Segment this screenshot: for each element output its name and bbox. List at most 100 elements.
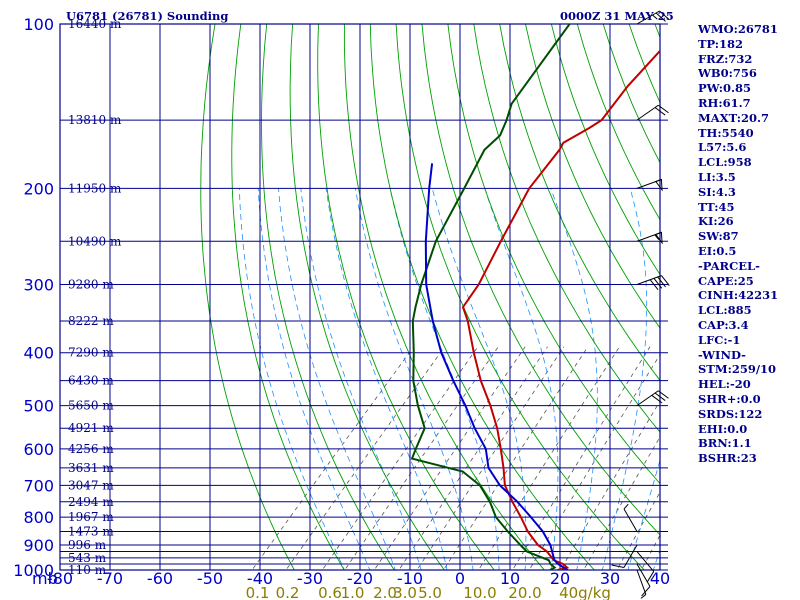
stat-item: LCL:958 (698, 155, 752, 170)
mixing-ratio-line (512, 346, 651, 570)
pressure-tick-label: 700 (23, 476, 54, 495)
temperature-line (461, 49, 660, 570)
temperature-tick-label: -30 (297, 569, 323, 588)
wind-barb (636, 10, 670, 25)
wind-barb (636, 275, 670, 290)
height-label: 6430 m (68, 374, 114, 388)
mixing-ratio-label: 0.1 (246, 584, 270, 600)
stat-item: TT:45 (698, 199, 735, 214)
dewpoint-line (410, 24, 571, 570)
stat-item: WMO:26781 (698, 22, 778, 36)
temperature-tick-label: 0 (455, 569, 465, 588)
moist-adiabat-line (601, 188, 648, 570)
moist-adiabat-line (431, 188, 527, 570)
dry-adiabat-line (421, 24, 660, 536)
height-label: 1473 m (68, 524, 114, 538)
temperature-tick-label: -60 (147, 569, 173, 588)
stat-item: BRN:1.1 (698, 436, 752, 451)
mixing-ratio-line (443, 346, 589, 570)
wind-barb-flag (655, 12, 666, 22)
mixing-ratio-label: 0.6 (318, 584, 342, 600)
moist-adiabat-line (300, 188, 422, 570)
wind-barb (623, 503, 638, 532)
wind-barb-flag (649, 279, 659, 290)
height-label: 11950 m (68, 181, 122, 195)
mixing-ratio-label: 20.0 (508, 584, 541, 600)
height-label: 1967 m (68, 510, 114, 524)
wind-barb-flag (646, 571, 655, 583)
temperature-tick-label: 20 (550, 569, 570, 588)
dry-adiabat-lines (200, 24, 660, 570)
height-label: 16440 m (68, 17, 122, 31)
stat-item: TH:5540 (698, 125, 754, 140)
dry-adiabat-line (499, 24, 660, 382)
mixing-ratio-line (478, 346, 620, 570)
stats-panel: WMO:26781 TP:182 FRZ:732 WB0:756 PW:0.85 RH:6… (698, 22, 798, 466)
pressure-tick-label: 100 (23, 15, 54, 34)
stat-item: RH:61.7 (698, 95, 751, 110)
wind-barb-staff (623, 508, 638, 532)
parcel-line (424, 163, 569, 570)
temperature-tick-label: -40 (247, 569, 273, 588)
mixing-ratio-lines (251, 346, 660, 570)
wind-barb (636, 104, 669, 121)
wind-barb-half-flag (640, 594, 647, 599)
wind-barb (636, 231, 663, 245)
stat-item: LI:3.5 (698, 169, 736, 184)
temperature-tick-label: 40 (650, 569, 670, 588)
wind-barb-flag (653, 278, 663, 289)
height-label: 2494 m (68, 495, 114, 509)
stat-item: SHR+:0.0 (698, 391, 761, 406)
height-label: 996 m (68, 538, 107, 552)
pressure-tick-label: 800 (23, 508, 54, 527)
mixing-ratio-label: 40g/kg (559, 584, 611, 600)
wind-barb-flag (657, 276, 666, 288)
wind-barb-staff (636, 569, 647, 595)
stat-item: SW:87 (698, 229, 739, 244)
wind-barb-flag (651, 394, 663, 404)
wind-barb-staff (623, 544, 638, 568)
wind-barb-flag (641, 586, 651, 597)
stat-item: LCL:885 (698, 303, 752, 318)
dry-adiabat-line (473, 24, 660, 433)
height-label: 543 m (68, 551, 107, 565)
moist-adiabat-line (484, 188, 559, 570)
stat-item: MAXT:20.7 (698, 110, 769, 125)
dry-adiabat-line (369, 24, 595, 570)
stat-item: KI:26 (698, 214, 734, 229)
mixing-ratio-label: 2.0 (373, 584, 397, 600)
moist-adiabat-line (550, 188, 598, 570)
wind-barb-staff (636, 563, 651, 587)
wind-barb-pennant (654, 178, 663, 192)
wind-barb-flag (654, 392, 666, 401)
mixing-ratio-label: 5.0 (418, 584, 442, 600)
wind-barb-staff (636, 10, 660, 25)
dry-adiabat-line (447, 24, 660, 485)
wind-barb (636, 551, 655, 583)
height-labels: 16440 m 13810 m 11950 m 10490 m 9280 m 8222 m… (68, 17, 122, 577)
pressure-tick-label: 200 (23, 179, 54, 198)
mixing-ratio-label: 3.0 (393, 584, 417, 600)
temperature-tick-label: -10 (397, 569, 423, 588)
wind-barb-flag (611, 564, 625, 569)
stat-item: EHI:0.0 (698, 421, 748, 436)
mixing-ratio-label: 1.0 (341, 584, 365, 600)
stat-item: CINH:42231 (698, 288, 779, 303)
wind-barb-staff (636, 275, 662, 285)
wind-barb-flag (658, 104, 669, 114)
mixing-ratio-line (583, 436, 660, 570)
height-label: 4256 m (68, 442, 114, 456)
mixing-ratio-line (344, 346, 499, 570)
y-axis-label: mb (32, 569, 58, 588)
stat-item: LFC:-1 (698, 332, 741, 347)
wind-barb-flag (658, 390, 669, 399)
stat-item: FRZ:732 (698, 51, 753, 66)
profile-lines (410, 24, 660, 570)
wind-barb-half-flag (652, 14, 658, 20)
temperature-tick-label: -70 (97, 569, 123, 588)
mixing-ratio-line (285, 346, 446, 570)
wind-barb (611, 544, 638, 569)
moist-adiabat-line (325, 188, 448, 570)
wind-barb (636, 390, 669, 407)
